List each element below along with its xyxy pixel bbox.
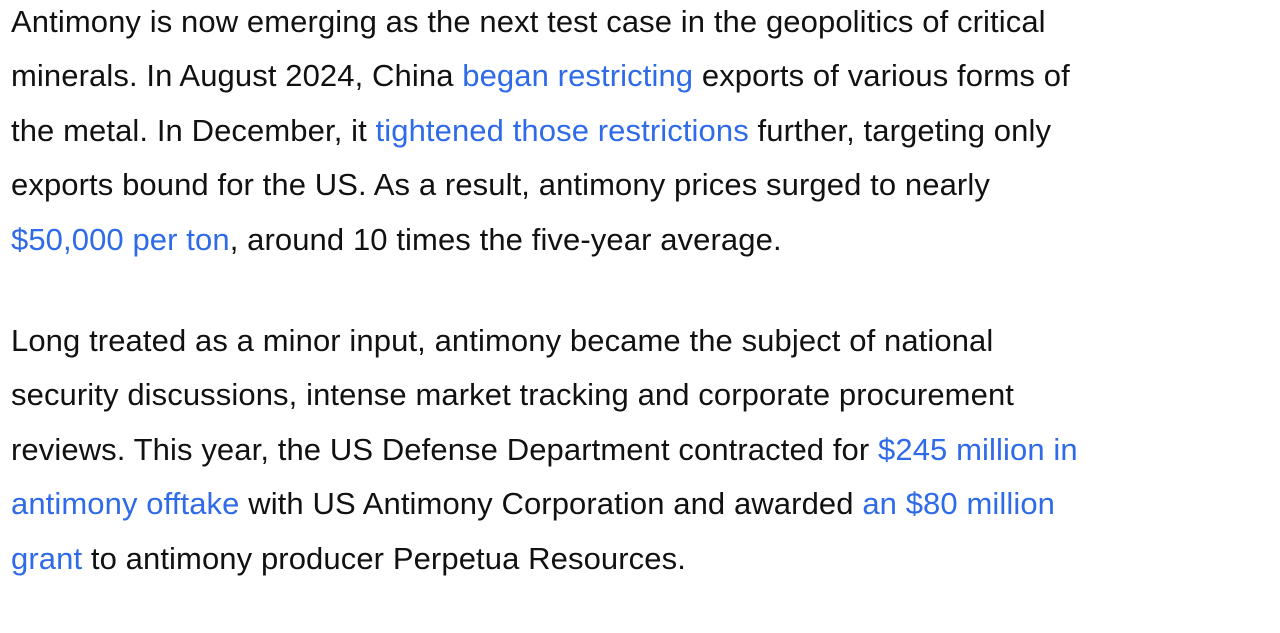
inline-link[interactable]: antimony offtake [11,486,240,522]
text-span: exports of various forms of [693,58,1070,94]
inline-link[interactable]: $245 million in [878,431,1078,467]
text-line: grant to antimony producer Perpetua Reso… [11,532,1276,586]
text-line: security discussions, intense market tra… [11,368,1276,422]
text-line: $50,000 per ton, around 10 times the fiv… [11,213,1276,267]
text-line: Long treated as a minor input, antimony … [11,314,1276,368]
inline-link[interactable]: tightened those restrictions [375,112,749,148]
text-span: security discussions, intense market tra… [11,377,1015,413]
inline-link[interactable]: grant [11,540,83,576]
text-line: exports bound for the US. As a result, a… [11,158,1276,212]
inline-link[interactable]: began restricting [462,58,694,94]
text-span: reviews. This year, the US Defense Depar… [11,431,879,467]
text-span: with US Antimony Corporation and awarded [239,486,863,522]
paragraph: Antimony is now emerging as the next tes… [11,0,1276,267]
text-span: further, targeting only [748,112,1052,148]
text-span: Long treated as a minor input, antimony … [11,323,994,359]
article-body: Antimony is now emerging as the next tes… [11,0,1276,633]
text-line: minerals. In August 2024, China began re… [11,49,1276,103]
text-span: the metal. In December, it [11,112,376,148]
inline-link[interactable]: $50,000 per ton [11,221,230,257]
text-line: antimony offtake with US Antimony Corpor… [11,477,1276,531]
text-span: exports bound for the US. As a result, a… [11,167,990,203]
text-line: reviews. This year, the US Defense Depar… [11,423,1276,477]
inline-link[interactable]: an $80 million [862,486,1055,522]
text-span: Antimony is now emerging as the next tes… [11,4,1046,39]
text-line: the metal. In December, it tightened tho… [11,104,1276,158]
text-span: to antimony producer Perpetua Resources. [82,540,686,576]
text-line: Antimony is now emerging as the next tes… [11,0,1276,49]
text-span: , around 10 times the five-year average. [229,221,782,257]
text-span: minerals. In August 2024, China [11,58,463,94]
paragraph: Long treated as a minor input, antimony … [11,314,1276,586]
